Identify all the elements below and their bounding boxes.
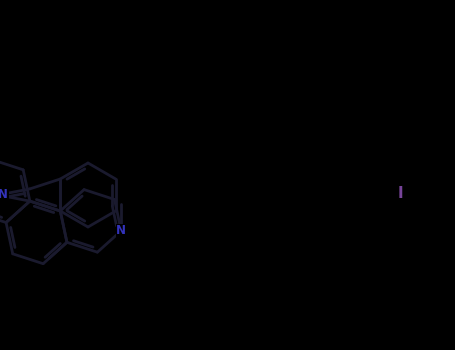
Text: N: N bbox=[116, 224, 126, 237]
Text: HN: HN bbox=[0, 189, 8, 202]
Text: I: I bbox=[397, 186, 403, 201]
